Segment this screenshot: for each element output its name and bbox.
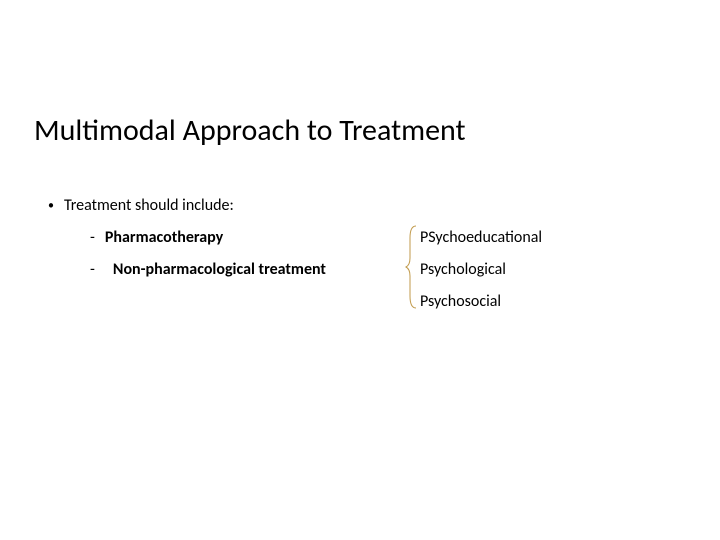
dash-icon: - bbox=[90, 228, 95, 247]
sub-item-2-text: Non-pharmacological treatment bbox=[113, 260, 326, 279]
right-item-2: Psychological bbox=[420, 260, 506, 279]
slide: { "title": "Multimodal Approach to Treat… bbox=[0, 0, 720, 540]
bullet-lead: • Treatment should include: bbox=[48, 196, 234, 215]
curly-bracket-icon bbox=[405, 224, 419, 310]
bullet-dot-icon: • bbox=[48, 199, 54, 213]
bracket-path bbox=[406, 226, 416, 308]
sub-item-1-text: Pharmacotherapy bbox=[105, 228, 223, 247]
right-item-3: Psychosocial bbox=[420, 292, 501, 311]
dash-icon: - bbox=[90, 260, 95, 279]
slide-title: Multimodal Approach to Treatment bbox=[34, 112, 466, 149]
bullet-lead-text: Treatment should include: bbox=[64, 196, 234, 215]
sub-item-2: -Non-pharmacological treatment bbox=[90, 260, 326, 279]
right-item-1: PSychoeducational bbox=[420, 228, 542, 247]
sub-item-1: -Pharmacotherapy bbox=[90, 228, 223, 247]
